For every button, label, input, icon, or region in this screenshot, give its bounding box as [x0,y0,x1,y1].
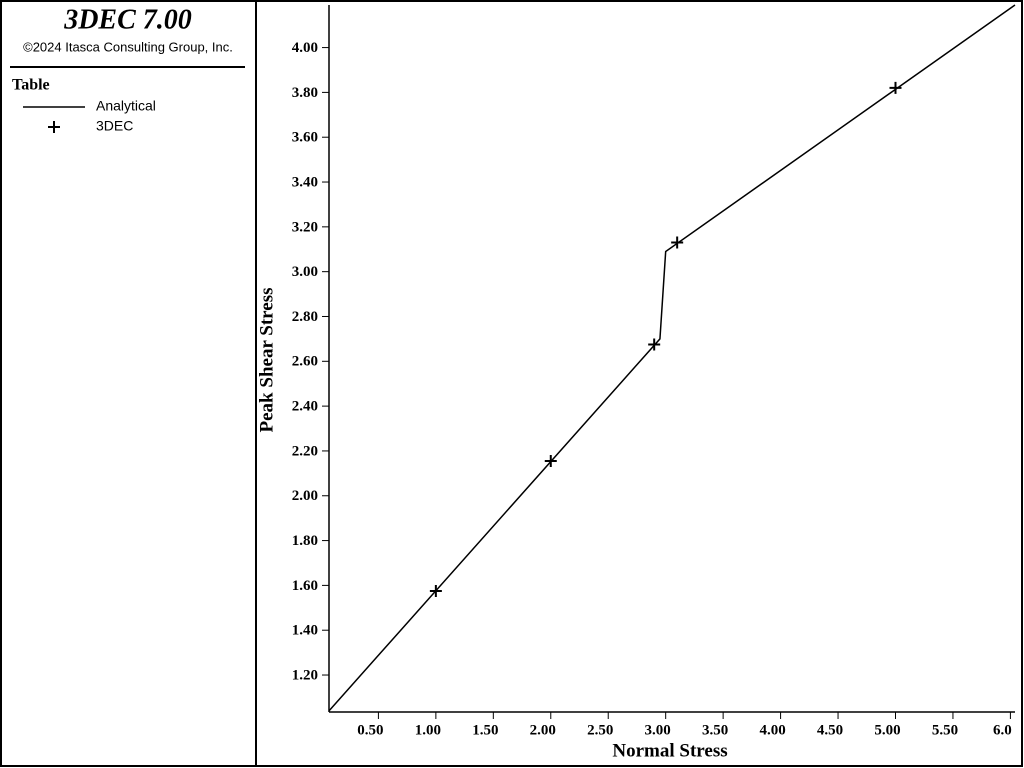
y-tick-label: 3.80 [292,85,318,101]
data-marker [648,338,661,351]
legend-label: Analytical [96,98,156,114]
y-tick-label: 2.60 [292,354,318,370]
y-tick-label: 3.00 [292,264,318,280]
x-tick-label: 2.50 [587,722,613,738]
y-tick-label: 1.40 [292,623,318,639]
y-axis-label: Peak Shear Stress [256,288,277,433]
y-tick-label: 2.40 [292,399,318,415]
data-marker [544,455,557,468]
y-tick-label: 2.80 [292,309,318,325]
x-tick-label: 0.50 [357,722,383,738]
legend-marker [48,121,60,133]
y-tick-label: 1.20 [292,667,318,683]
x-tick-label: 1.50 [472,722,498,738]
data-marker [429,584,442,597]
y-tick-label: 2.20 [292,443,318,459]
x-tick-label: 6.0 [993,722,1012,738]
data-marker [671,236,684,249]
x-tick-label: 4.50 [817,722,843,738]
y-tick-label: 4.00 [292,40,318,56]
y-tick-label: 1.60 [292,578,318,594]
copyright: ©2024 Itasca Consulting Group, Inc. [23,39,233,54]
x-tick-label: 1.00 [415,722,441,738]
x-tick-label: 3.00 [645,722,671,738]
app-title: 3DEC 7.00 [63,4,192,35]
x-tick-label: 4.00 [759,722,785,738]
y-tick-label: 3.40 [292,174,318,190]
y-tick-label: 3.60 [292,130,318,146]
x-tick-label: 5.00 [874,722,900,738]
y-tick-label: 1.80 [292,533,318,549]
x-axis-label: Normal Stress [612,740,727,761]
data-marker [889,81,902,94]
x-tick-label: 2.00 [530,722,556,738]
x-tick-label: 3.50 [702,722,728,738]
plot: 0.50 1.00 1.50 2.00 2.50 3.00 3.50 4.00 4.50 5.00… [256,4,1016,761]
y-tick-label: 3.20 [292,219,318,235]
legend-label: 3DEC [96,118,133,134]
legend-title: Table [12,77,50,94]
x-tick-label: 5.50 [932,722,958,738]
legend: Analytical 3DEC [23,98,156,134]
series-line [328,4,1016,712]
y-tick-label: 2.00 [292,488,318,504]
